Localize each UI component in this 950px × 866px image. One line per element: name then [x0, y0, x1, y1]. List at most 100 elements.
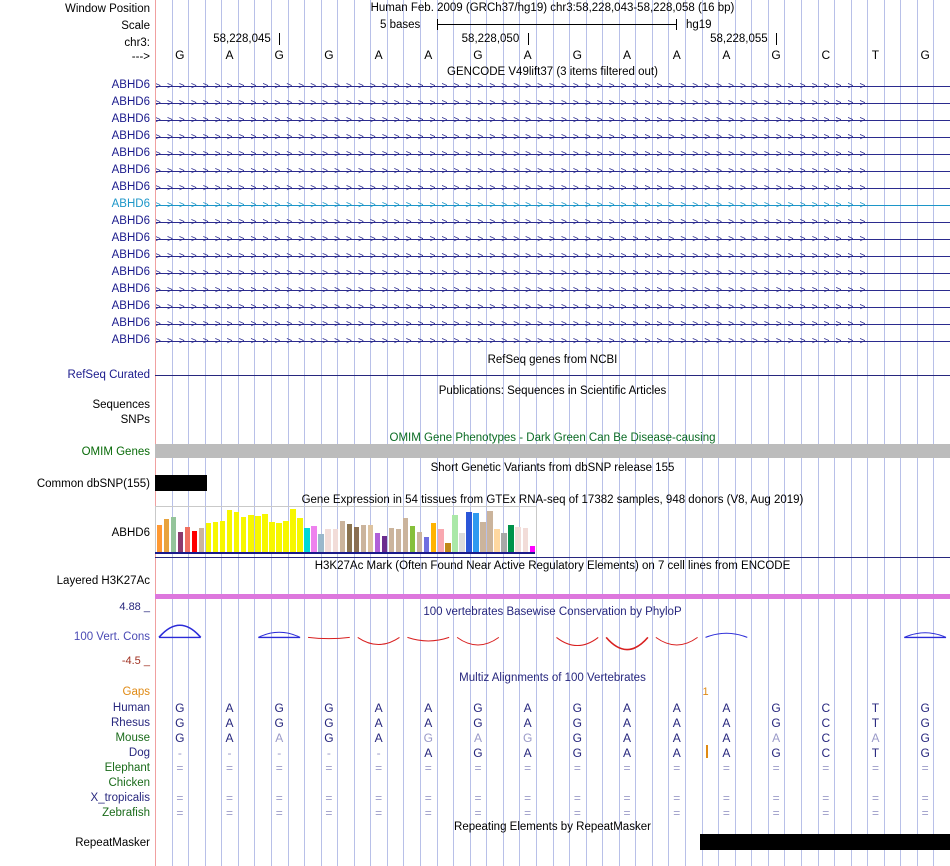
gencode-gene-name[interactable]: ABHD6 — [111, 249, 150, 261]
gencode-transcript-row[interactable]: >>>>>>>>>>>>>>>>>>>>>>>>>>>>>>>>>>>>>>>>… — [155, 114, 950, 127]
gtex-tissue-bar[interactable] — [170, 517, 177, 554]
gtex-tissue-bar[interactable] — [374, 532, 381, 554]
gtex-tissue-bar[interactable] — [346, 523, 353, 554]
gtex-expression-chart[interactable] — [155, 506, 537, 554]
gtex-tissue-bar[interactable] — [424, 536, 430, 554]
gtex-tissue-bar[interactable] — [480, 521, 486, 554]
gtex-tissue-bar[interactable] — [339, 520, 345, 554]
gtex-tissue-bar[interactable] — [269, 521, 275, 554]
species-alignment-row[interactable]: = = = = = = = = = = = = = = = = — [155, 791, 950, 806]
gencode-gene-name[interactable]: ABHD6 — [111, 147, 150, 159]
gtex-tissue-bar[interactable] — [508, 525, 514, 554]
conservation-plot[interactable] — [155, 601, 950, 666]
gtex-tissue-bar[interactable] — [276, 522, 282, 554]
refseq-curated-label[interactable]: RefSeq Curated — [67, 369, 150, 381]
gtex-gene-label[interactable]: ABHD6 — [111, 527, 150, 539]
gtex-tissue-bar[interactable] — [311, 526, 317, 554]
gencode-transcript-row[interactable]: >>>>>>>>>>>>>>>>>>>>>>>>>>>>>>>>>>>>>>>>… — [155, 284, 950, 297]
gaps-label[interactable]: Gaps — [122, 686, 151, 698]
gtex-tissue-bar[interactable] — [388, 528, 395, 554]
gtex-tissue-bar[interactable] — [416, 531, 423, 554]
gtex-tissue-bar[interactable] — [325, 529, 331, 554]
gtex-tissue-bar[interactable] — [409, 526, 416, 554]
gtex-tissue-bar[interactable] — [318, 533, 324, 554]
gencode-transcript-row[interactable]: >>>>>>>>>>>>>>>>>>>>>>>>>>>>>>>>>>>>>>>>… — [155, 250, 950, 263]
gtex-tissue-bar[interactable] — [487, 510, 493, 554]
gtex-tissue-bar[interactable] — [367, 525, 374, 554]
gtex-tissue-bar[interactable] — [262, 514, 268, 554]
gtex-tissue-bar[interactable] — [529, 545, 535, 554]
gtex-tissue-bar[interactable] — [163, 519, 170, 554]
gtex-tissue-bar[interactable] — [156, 525, 163, 554]
gencode-transcript-row[interactable]: >>>>>>>>>>>>>>>>>>>>>>>>>>>>>>>>>>>>>>>>… — [155, 80, 950, 93]
publications-sequences-label[interactable]: Sequences — [92, 399, 150, 411]
gencode-gene-name[interactable]: ABHD6 — [111, 334, 150, 346]
gencode-transcript-row[interactable]: >>>>>>>>>>>>>>>>>>>>>>>>>>>>>>>>>>>>>>>>… — [155, 335, 950, 348]
layered-h3k27ac-label[interactable]: Layered H3K27Ac — [56, 575, 150, 587]
gtex-tissue-bar[interactable] — [283, 520, 289, 554]
gtex-tissue-bar[interactable] — [459, 532, 465, 554]
species-label[interactable]: Chicken — [108, 777, 150, 789]
species-alignment-row[interactable]: = = = = = = = = = = = = = = = = — [155, 806, 950, 821]
gtex-tissue-bar[interactable] — [445, 542, 451, 554]
gencode-gene-name[interactable]: ABHD6 — [111, 215, 150, 227]
gtex-tissue-bar[interactable] — [452, 515, 458, 554]
species-alignment-row[interactable] — [155, 776, 950, 791]
gencode-transcript-row[interactable]: >>>>>>>>>>>>>>>>>>>>>>>>>>>>>>>>>>>>>>>>… — [155, 131, 950, 144]
gencode-gene-name[interactable]: ABHD6 — [111, 130, 150, 142]
gencode-gene-name[interactable]: ABHD6 — [111, 181, 150, 193]
species-label[interactable]: Dog — [128, 747, 150, 759]
species-label[interactable]: X_tropicalis — [90, 792, 150, 804]
gtex-tissue-bar[interactable] — [402, 518, 409, 554]
repeatmasker-feature-bar[interactable] — [700, 834, 950, 850]
gtex-tissue-bar[interactable] — [226, 509, 233, 554]
gtex-tissue-bar[interactable] — [191, 531, 198, 554]
gtex-tissue-bar[interactable] — [290, 508, 296, 554]
gtex-tissue-bar[interactable] — [332, 529, 338, 554]
gtex-tissue-bar[interactable] — [501, 532, 507, 554]
gencode-gene-name[interactable]: ABHD6 — [111, 164, 150, 176]
species-label[interactable]: Rhesus — [111, 717, 150, 729]
species-label[interactable]: Mouse — [115, 732, 150, 744]
gencode-gene-name[interactable]: ABHD6 — [111, 232, 150, 244]
gencode-transcript-row[interactable]: >>>>>>>>>>>>>>>>>>>>>>>>>>>>>>>>>>>>>>>>… — [155, 182, 950, 195]
gtex-tissue-bar[interactable] — [431, 522, 437, 554]
conservation-label[interactable]: 100 Vert. Cons — [73, 631, 150, 643]
gencode-gene-name[interactable]: ABHD6 — [111, 113, 150, 125]
gencode-transcript-row[interactable]: >>>>>>>>>>>>>>>>>>>>>>>>>>>>>>>>>>>>>>>>… — [155, 267, 950, 280]
omim-genes-label[interactable]: OMIM Genes — [81, 446, 150, 458]
gtex-tissue-bar[interactable] — [515, 527, 521, 554]
gencode-gene-name[interactable]: ABHD6 — [111, 266, 150, 278]
gtex-tissue-bar[interactable] — [304, 528, 310, 554]
species-label[interactable]: Zebrafish — [102, 807, 150, 819]
gtex-tissue-bar[interactable] — [360, 524, 367, 554]
gtex-tissue-bar[interactable] — [255, 516, 261, 554]
gtex-tissue-bar[interactable] — [184, 527, 191, 554]
gtex-tissue-bar[interactable] — [494, 529, 500, 554]
gtex-tissue-bar[interactable] — [522, 528, 528, 554]
gencode-transcript-row[interactable]: >>>>>>>>>>>>>>>>>>>>>>>>>>>>>>>>>>>>>>>>… — [155, 318, 950, 331]
gencode-transcript-row[interactable]: >>>>>>>>>>>>>>>>>>>>>>>>>>>>>>>>>>>>>>>>… — [155, 301, 950, 314]
gencode-transcript-row[interactable]: >>>>>>>>>>>>>>>>>>>>>>>>>>>>>>>>>>>>>>>>… — [155, 233, 950, 246]
gtex-tissue-bar[interactable] — [212, 521, 219, 554]
gencode-gene-name[interactable]: ABHD6 — [111, 300, 150, 312]
gtex-tissue-bar[interactable] — [234, 511, 240, 554]
gencode-gene-name[interactable]: ABHD6 — [111, 317, 150, 329]
gtex-tissue-bar[interactable] — [381, 535, 388, 554]
species-label[interactable]: Elephant — [104, 762, 150, 774]
gencode-gene-name[interactable]: ABHD6 — [111, 198, 150, 210]
omim-feature-bar[interactable] — [155, 444, 950, 458]
gtex-tissue-bar[interactable] — [438, 529, 444, 554]
gencode-transcript-row[interactable]: >>>>>>>>>>>>>>>>>>>>>>>>>>>>>>>>>>>>>>>>… — [155, 97, 950, 110]
gencode-transcript-row[interactable]: >>>>>>>>>>>>>>>>>>>>>>>>>>>>>>>>>>>>>>>>… — [155, 199, 950, 212]
repeatmasker-label[interactable]: RepeatMasker — [75, 837, 150, 849]
gtex-tissue-bar[interactable] — [205, 522, 212, 554]
gencode-transcript-row[interactable]: >>>>>>>>>>>>>>>>>>>>>>>>>>>>>>>>>>>>>>>>… — [155, 148, 950, 161]
gencode-gene-name[interactable]: ABHD6 — [111, 79, 150, 91]
gtex-tissue-bar[interactable] — [248, 515, 254, 554]
gtex-tissue-bar[interactable] — [241, 517, 247, 554]
